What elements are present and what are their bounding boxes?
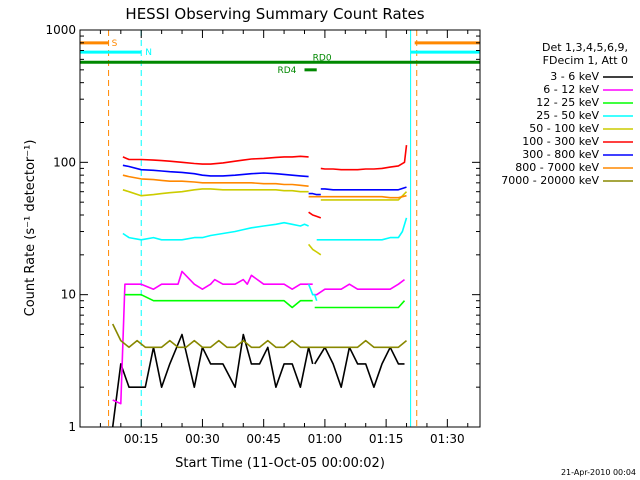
y-tick-label-2: 100 — [53, 155, 76, 169]
legend-label-0: 3 - 6 keV — [550, 70, 599, 83]
series-line-5-seg-2 — [320, 145, 408, 171]
series-line-5-seg-0 — [122, 155, 309, 165]
x-axis-label: Start Time (11-Oct-05 00:00:02) — [175, 456, 385, 471]
legend-label-6: 300 - 800 keV — [522, 148, 599, 161]
series-line-2-seg-1 — [314, 300, 406, 309]
legend: Det 1,3,4,5,6,9,FDecim 1, Att 0 3 - 6 keV… — [501, 41, 633, 187]
chart-title: HESSI Observing Summary Count Rates — [125, 5, 424, 23]
legend-label-1: 6 - 12 keV — [543, 83, 599, 96]
series-line-8-seg-1 — [308, 339, 408, 349]
s-flag-label: S — [112, 39, 118, 49]
legend-label-5: 100 - 300 keV — [522, 135, 599, 148]
series-line-0-seg-1 — [314, 346, 405, 389]
legend-label-7: 800 - 7000 keV — [515, 161, 599, 174]
series-line-8-seg-0 — [111, 323, 309, 349]
series-line-3-seg-2 — [316, 217, 408, 241]
n-flag-label: N — [145, 48, 152, 58]
legend-label-3: 25 - 50 keV — [536, 109, 599, 122]
x-tick-label-4: 01:15 — [369, 432, 404, 446]
series-line-7-seg-1 — [308, 194, 407, 199]
x-tick-label-3: 01:00 — [308, 432, 343, 446]
x-tick-label-5: 01:30 — [430, 432, 465, 446]
series-line-0-seg-0 — [111, 333, 314, 428]
series-line-4-seg-2 — [320, 191, 408, 201]
legend-header-0: Det 1,3,4,5,6,9, — [542, 41, 628, 54]
series-line-3-seg-0 — [122, 221, 309, 241]
x-tick-label-0: 00:15 — [124, 432, 159, 446]
x-axis: 00:15 00:30 00:45 01:00 01:15 01:30 — [99, 30, 469, 446]
render-timestamp: 21-Apr-2010 00:04 — [561, 468, 636, 477]
y-axis: 1 10 100 1000 — [45, 23, 480, 434]
series-line-3-seg-1 — [307, 283, 318, 301]
plot-area: S N RD0 RD4 — [80, 30, 481, 428]
x-tick-label-1: 00:30 — [185, 432, 220, 446]
series-line-4-seg-1 — [307, 243, 322, 256]
series-line-6-seg-1 — [308, 192, 321, 196]
y-axis-label: Count Rate (s⁻¹ detector⁻¹) — [23, 140, 38, 317]
series-line-7-seg-0 — [122, 174, 309, 187]
series-line-1-seg-0 — [112, 270, 313, 405]
series-line-1-seg-1 — [312, 278, 405, 296]
legend-label-2: 12 - 25 keV — [536, 96, 599, 109]
legend-label-8: 7000 - 20000 keV — [501, 174, 599, 187]
y-tick-label-1: 10 — [61, 288, 76, 302]
legend-header-1: FDecim 1, Att 0 — [543, 54, 628, 67]
series-line-4-seg-0 — [122, 188, 309, 197]
series-line-6-seg-0 — [122, 164, 309, 178]
rd4-flag-label: RD4 — [277, 66, 296, 76]
series-line-6-seg-2 — [320, 186, 407, 191]
legend-label-4: 50 - 100 keV — [529, 122, 599, 135]
rd0-flag-label: RD0 — [313, 53, 332, 63]
y-tick-label-3: 1000 — [45, 23, 76, 37]
x-tick-label-2: 00:45 — [246, 432, 281, 446]
plot-frame — [79, 29, 481, 428]
y-tick-label-0: 1 — [68, 420, 76, 434]
series-line-5-seg-1 — [308, 211, 322, 219]
series-line-2-seg-0 — [124, 293, 313, 309]
